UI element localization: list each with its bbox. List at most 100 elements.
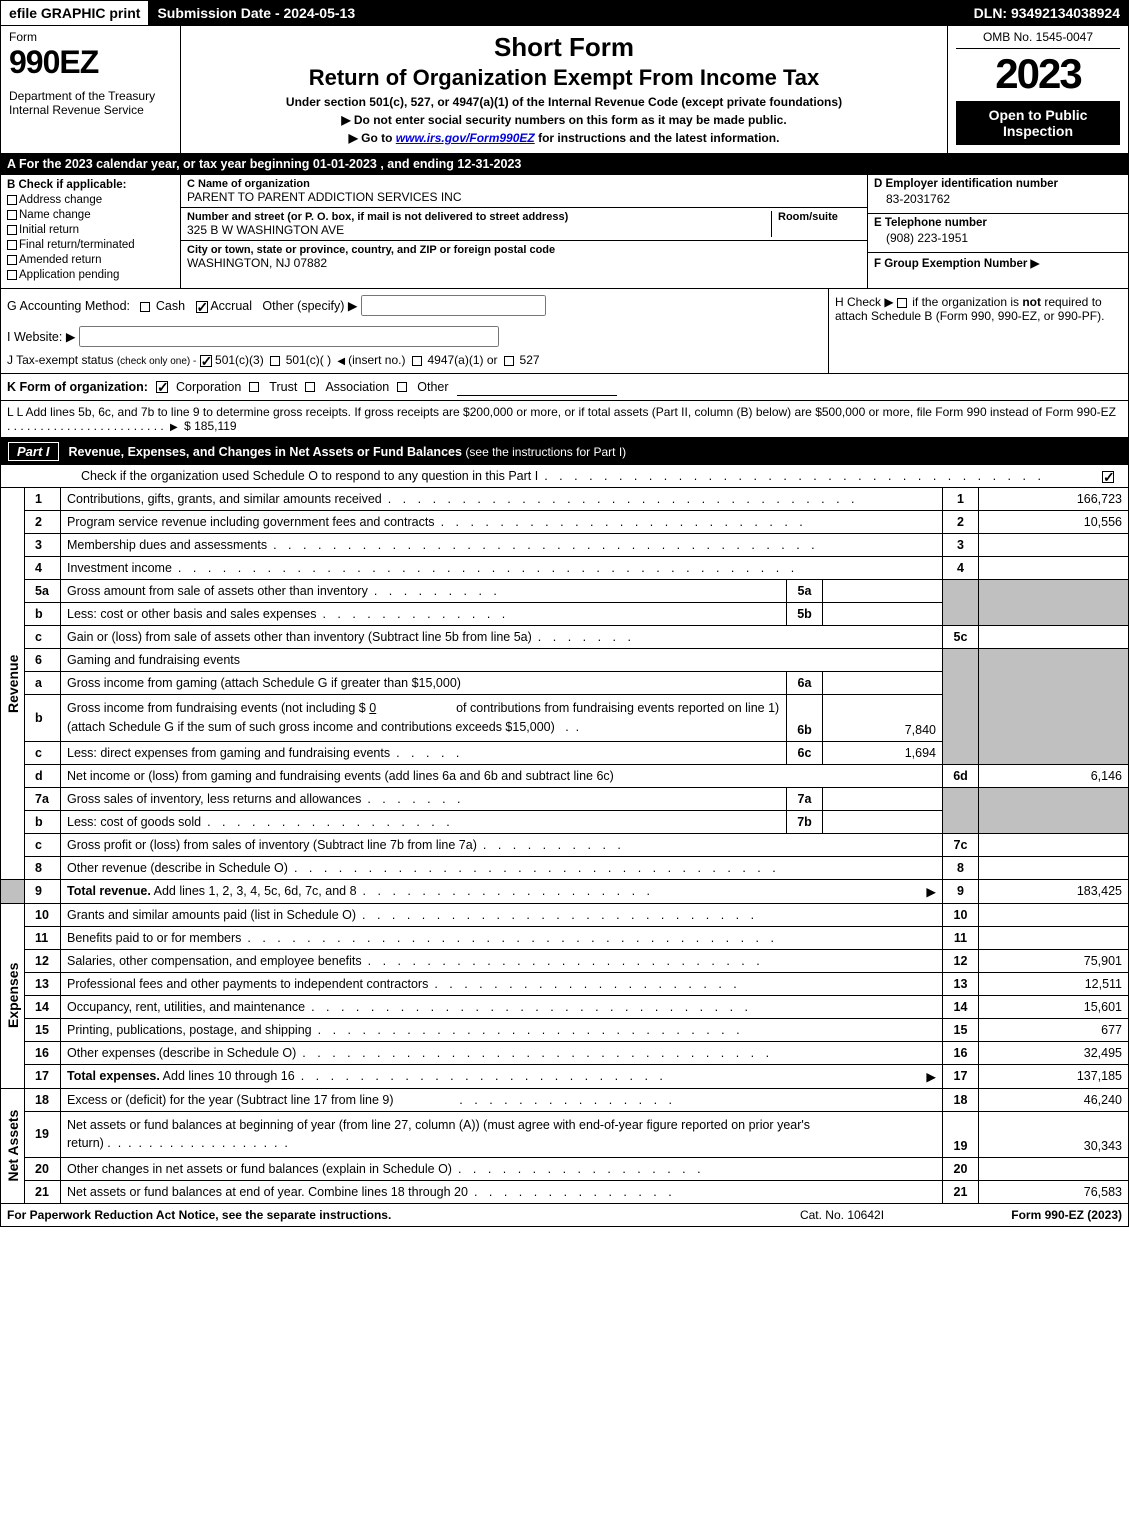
b-final-return[interactable]: Final return/terminated	[7, 239, 174, 251]
g-label: G Accounting Method:	[7, 299, 130, 313]
l-value: $ 185,119	[184, 419, 237, 433]
footer-right: Form 990-EZ (2023)	[942, 1208, 1122, 1222]
line-5a: 5a Gross amount from sale of assets othe…	[1, 580, 1129, 603]
k-other-input[interactable]	[457, 378, 617, 396]
row-gh: G Accounting Method: Cash Accrual Other …	[0, 289, 1129, 374]
c-room-label: Room/suite	[778, 211, 861, 223]
title-return: Return of Organization Exempt From Incom…	[189, 65, 939, 91]
submission-date: Submission Date - 2024-05-13	[149, 1, 364, 25]
g-line: G Accounting Method: Cash Accrual Other …	[7, 295, 822, 316]
i-label: I Website: ▶	[7, 330, 75, 344]
gh-left: G Accounting Method: Cash Accrual Other …	[1, 289, 828, 373]
open-to-public: Open to Public Inspection	[956, 101, 1120, 145]
no-ssn-note: ▶ Do not enter social security numbers o…	[189, 113, 939, 127]
line-10: Expenses 10 Grants and similar amounts p…	[1, 903, 1129, 926]
g-accrual-checkbox[interactable]	[196, 301, 208, 313]
goto-line: ▶ Go to www.irs.gov/Form990EZ for instru…	[189, 131, 939, 145]
k-corp-label: Corporation	[176, 380, 241, 394]
topbar-spacer	[364, 1, 966, 25]
i-website-input[interactable]	[79, 326, 499, 347]
g-other-label: Other (specify) ▶	[262, 299, 357, 313]
l-text: L Add lines 5b, 6c, and 7b to line 9 to …	[17, 405, 1116, 419]
line-2: 2 Program service revenue including gove…	[1, 511, 1129, 534]
j-label: J Tax-exempt status	[7, 353, 114, 367]
j-501c-radio[interactable]	[270, 356, 280, 366]
j-501c-label: 501(c)( )	[286, 353, 331, 367]
j-527-label: 527	[520, 353, 540, 367]
k-trust-label: Trust	[269, 380, 297, 394]
line-6b-amount: 0	[369, 701, 376, 715]
c-name-label: C Name of organization	[187, 178, 861, 190]
section-revenue: Revenue	[1, 488, 25, 879]
line-15: 15 Printing, publications, postage, and …	[1, 1018, 1129, 1041]
b-initial-return[interactable]: Initial return	[7, 224, 174, 236]
row-a-mid: , and ending	[377, 157, 458, 171]
j-527-radio[interactable]	[504, 356, 514, 366]
d-cell: D Employer identification number 83-2031…	[868, 175, 1128, 214]
h-prefix: H Check ▶	[835, 295, 897, 309]
row-a-prefix: A For the 2023 calendar year, or tax yea…	[7, 157, 313, 171]
b-name-change[interactable]: Name change	[7, 209, 174, 221]
l-dots	[7, 419, 164, 433]
j-501c3-checkbox[interactable]	[200, 355, 212, 367]
g-other-input[interactable]	[361, 295, 546, 316]
j-4947-radio[interactable]	[412, 356, 422, 366]
j-line: J Tax-exempt status (check only one) - 5…	[7, 353, 822, 367]
j-501c3-label: 501(c)(3)	[215, 353, 264, 367]
under-section: Under section 501(c), 527, or 4947(a)(1)…	[189, 95, 939, 109]
line-16: 16 Other expenses (describe in Schedule …	[1, 1041, 1129, 1064]
dln: DLN: 93492134038924	[966, 1, 1128, 25]
k-corp-checkbox[interactable]	[156, 381, 168, 393]
line-5c: c Gain or (loss) from sale of assets oth…	[1, 626, 1129, 649]
k-other-label: Other	[417, 380, 448, 394]
line-12: 12 Salaries, other compensation, and emp…	[1, 949, 1129, 972]
k-other-radio[interactable]	[397, 382, 407, 392]
line-1: Revenue 1 Contributions, gifts, grants, …	[1, 488, 1129, 511]
part1-header: Part I Revenue, Expenses, and Changes in…	[0, 438, 1129, 465]
part1-schedule-o-checkbox[interactable]	[1102, 471, 1114, 483]
shade-6abc	[943, 649, 979, 765]
line-18: Net Assets 18 Excess or (deficit) for th…	[1, 1088, 1129, 1111]
c-street-label: Number and street (or P. O. box, if mail…	[187, 211, 771, 223]
c-city-label: City or town, state or province, country…	[187, 244, 861, 256]
footer-left: For Paperwork Reduction Act Notice, see …	[7, 1208, 742, 1222]
shade-5ab	[943, 580, 979, 626]
irs-link[interactable]: www.irs.gov/Form990EZ	[396, 131, 535, 145]
header-right: OMB No. 1545-0047 2023 Open to Public In…	[948, 26, 1128, 153]
lines-table: Revenue 1 Contributions, gifts, grants, …	[0, 488, 1129, 1204]
h-box: H Check ▶ if the organization is not req…	[828, 289, 1128, 373]
page-footer: For Paperwork Reduction Act Notice, see …	[0, 1204, 1129, 1227]
g-cash-radio[interactable]	[140, 302, 150, 312]
part1-sub: Check if the organization used Schedule …	[0, 465, 1129, 488]
form-label: Form	[9, 30, 172, 44]
row-a: A For the 2023 calendar year, or tax yea…	[0, 154, 1129, 175]
section-expenses: Expenses	[1, 903, 25, 1088]
line-19: 19 Net assets or fund balances at beginn…	[1, 1111, 1129, 1158]
e-label: E Telephone number	[874, 217, 1122, 229]
line-4: 4 Investment income. . . . . . . . . . .…	[1, 557, 1129, 580]
h-checkbox[interactable]	[897, 298, 907, 308]
b-amended-return[interactable]: Amended return	[7, 254, 174, 266]
goto-suffix: for instructions and the latest informat…	[535, 131, 780, 145]
f-cell: F Group Exemption Number ▶	[868, 253, 1128, 273]
b-address-change[interactable]: Address change	[7, 194, 174, 206]
line-13: 13 Professional fees and other payments …	[1, 972, 1129, 995]
j-4947-label: 4947(a)(1) or	[427, 353, 497, 367]
k-assoc-radio[interactable]	[305, 382, 315, 392]
omb-number: OMB No. 1545-0047	[956, 30, 1120, 49]
b-header: B Check if applicable:	[7, 179, 174, 191]
e-value: (908) 223-1951	[874, 229, 1122, 249]
efile-print-label: efile GRAPHIC print	[1, 1, 149, 25]
k-trust-radio[interactable]	[249, 382, 259, 392]
arrow-left-icon	[334, 353, 348, 367]
b-application-pending[interactable]: Application pending	[7, 269, 174, 281]
form-header: Form 990EZ Department of the Treasury In…	[0, 26, 1129, 154]
g-cash-label: Cash	[156, 299, 185, 313]
line-14: 14 Occupancy, rent, utilities, and maint…	[1, 995, 1129, 1018]
g-accrual-label: Accrual	[210, 299, 252, 313]
col-def: D Employer identification number 83-2031…	[868, 175, 1128, 288]
line-3: 3 Membership dues and assessments. . . .…	[1, 534, 1129, 557]
k-label: K Form of organization:	[7, 380, 148, 394]
arrow-right-icon	[167, 419, 181, 433]
org-city: WASHINGTON, NJ 07882	[187, 256, 861, 270]
